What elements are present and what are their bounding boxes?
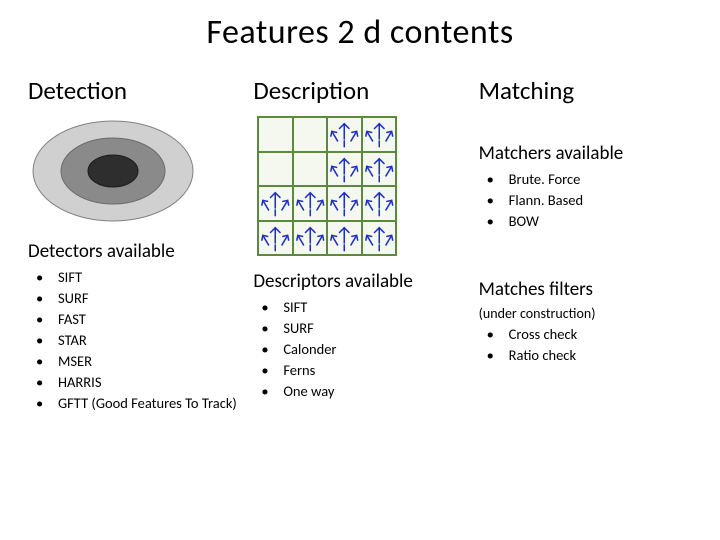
grid-cell bbox=[362, 221, 397, 256]
grid-cell bbox=[293, 152, 328, 187]
list-item: One way bbox=[261, 381, 466, 402]
list-item: Brute. Force bbox=[487, 169, 692, 190]
arrow-glyph-icon bbox=[259, 187, 292, 220]
grid-cell bbox=[293, 221, 328, 256]
grid-cell bbox=[362, 152, 397, 187]
list-item: HARRIS bbox=[36, 372, 241, 393]
grid-cell bbox=[258, 152, 293, 187]
detectors-subheading: Detectors available bbox=[28, 240, 241, 263]
grid-cell bbox=[258, 186, 293, 221]
arrow-glyph-icon bbox=[363, 153, 396, 186]
list-item: FAST bbox=[36, 309, 241, 330]
list-item: SIFT bbox=[261, 297, 466, 318]
list-item: MSER bbox=[36, 351, 241, 372]
matchers-subheading: Matchers available bbox=[479, 142, 692, 165]
arrow-glyph-icon bbox=[363, 222, 396, 255]
arrow-glyph-icon bbox=[328, 187, 361, 220]
grid-cell bbox=[327, 221, 362, 256]
arrow-glyph-icon bbox=[363, 187, 396, 220]
filters-subheading: Matches filters bbox=[479, 278, 692, 301]
grid-cell bbox=[327, 186, 362, 221]
grid-cell bbox=[362, 186, 397, 221]
arrow-glyph-icon bbox=[294, 187, 327, 220]
list-item: GFTT (Good Features To Track) bbox=[36, 393, 241, 414]
list-item: SURF bbox=[261, 318, 466, 339]
grid-cell bbox=[327, 152, 362, 187]
list-item: Cross check bbox=[487, 324, 692, 345]
detection-heading: Detection bbox=[28, 75, 241, 106]
filters-note: (under construction) bbox=[479, 305, 692, 322]
arrow-glyph-icon bbox=[328, 222, 361, 255]
descriptor-grid-icon bbox=[257, 116, 397, 256]
matching-heading: Matching bbox=[479, 75, 692, 106]
list-item: Flann. Based bbox=[487, 190, 692, 211]
list-item: Ratio check bbox=[487, 345, 692, 366]
column-detection: Detection Detectors available SIFT SURF … bbox=[28, 75, 241, 414]
column-matching: Matching Matchers available Brute. Force… bbox=[479, 75, 692, 414]
arrow-glyph-icon bbox=[294, 222, 327, 255]
arrow-glyph-icon bbox=[363, 118, 396, 151]
page-title: Features 2 d contents bbox=[28, 12, 692, 53]
matchers-list: Brute. Force Flann. Based BOW bbox=[479, 169, 692, 232]
description-heading: Description bbox=[253, 75, 466, 106]
grid-cell bbox=[258, 117, 293, 152]
column-description: Description bbox=[253, 75, 466, 414]
detection-graphic bbox=[28, 116, 198, 226]
list-item: BOW bbox=[487, 211, 692, 232]
detectors-list: SIFT SURF FAST STAR MSER HARRIS GFTT (Go… bbox=[28, 267, 241, 414]
list-item: Ferns bbox=[261, 360, 466, 381]
descriptors-list: SIFT SURF Calonder Ferns One way bbox=[253, 297, 466, 402]
list-item: SIFT bbox=[36, 267, 241, 288]
arrow-glyph-icon bbox=[328, 118, 361, 151]
grid-cell bbox=[327, 117, 362, 152]
arrow-glyph-icon bbox=[328, 153, 361, 186]
grid-cell bbox=[293, 186, 328, 221]
columns-container: Detection Detectors available SIFT SURF … bbox=[28, 75, 692, 414]
ellipse-icon bbox=[28, 116, 198, 226]
grid-cell bbox=[258, 221, 293, 256]
filters-list: Cross check Ratio check bbox=[479, 324, 692, 366]
list-item: STAR bbox=[36, 330, 241, 351]
description-graphic bbox=[257, 116, 397, 256]
arrow-glyph-icon bbox=[259, 222, 292, 255]
descriptors-subheading: Descriptors available bbox=[253, 270, 466, 293]
list-item: Calonder bbox=[261, 339, 466, 360]
grid-cell bbox=[362, 117, 397, 152]
list-item: SURF bbox=[36, 288, 241, 309]
grid-cell bbox=[293, 117, 328, 152]
